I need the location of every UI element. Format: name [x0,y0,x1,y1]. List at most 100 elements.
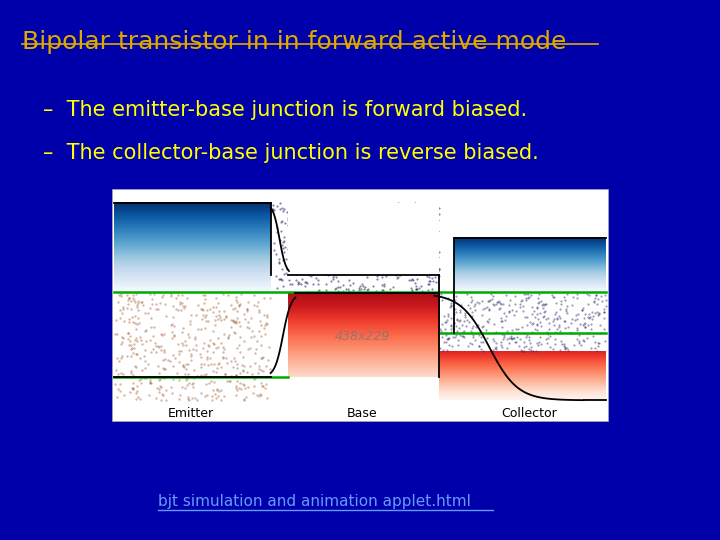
Point [369,259,380,267]
Point [297,216,308,225]
Point [374,228,385,237]
Point [322,271,333,280]
Point [151,384,163,393]
Point [593,339,605,347]
Point [150,342,161,350]
Point [334,199,346,208]
Point [591,300,603,308]
Point [393,268,405,277]
Point [342,285,354,293]
Point [332,266,343,274]
Point [407,287,418,295]
Point [347,285,359,294]
Point [130,324,142,333]
Point [562,323,574,332]
Point [127,385,139,394]
Point [487,292,498,300]
Point [348,248,360,256]
Point [546,291,558,300]
Point [433,265,445,273]
Point [554,305,566,313]
Point [361,245,372,254]
Point [395,243,406,252]
Point [168,331,180,340]
Point [332,251,343,260]
Point [432,227,444,235]
Point [299,246,310,254]
Point [523,289,534,298]
Point [222,291,233,300]
Point [148,323,160,332]
Point [167,375,179,383]
Point [330,272,342,281]
Point [230,371,242,380]
Point [307,234,318,243]
Point [241,323,253,332]
Point [559,340,570,348]
Point [543,325,554,334]
Point [279,270,290,279]
Point [379,233,390,242]
Point [543,333,554,342]
Point [251,345,262,354]
Point [293,232,305,240]
Point [376,285,387,294]
Point [167,362,179,370]
Point [461,289,472,298]
Point [142,360,153,368]
Point [377,253,389,261]
Point [202,341,214,349]
Point [225,372,237,380]
Point [554,326,566,335]
Point [207,392,218,400]
Point [287,258,298,266]
Point [456,332,467,341]
Point [329,205,341,213]
Point [187,379,199,387]
Point [321,199,333,208]
Point [464,339,475,348]
Point [257,367,269,375]
Point [153,305,164,314]
Point [253,298,264,307]
Point [451,322,462,331]
Point [115,369,127,377]
Point [528,306,540,315]
Point [590,291,602,300]
Point [339,252,351,260]
Point [375,234,387,243]
Point [559,343,571,352]
Point [410,207,422,215]
Point [490,328,502,337]
Point [211,385,222,394]
Point [526,291,537,299]
Point [234,340,246,349]
Point [302,279,313,288]
Point [538,303,549,312]
Point [184,320,195,328]
Point [400,200,412,208]
Point [233,302,245,311]
Point [356,285,367,294]
Point [220,370,231,379]
Point [217,348,229,357]
Point [338,204,350,213]
Point [372,269,383,278]
Point [212,314,224,323]
Point [253,364,265,373]
Point [459,310,470,319]
Point [348,261,360,269]
Point [588,312,599,320]
Point [359,283,371,292]
Point [495,340,507,349]
Point [303,268,315,277]
Point [329,217,341,225]
Point [392,233,403,242]
Point [477,338,489,346]
Point [492,296,504,305]
Point [293,278,305,287]
Point [500,291,512,299]
Point [161,395,172,404]
Point [359,199,370,208]
Point [114,306,125,314]
